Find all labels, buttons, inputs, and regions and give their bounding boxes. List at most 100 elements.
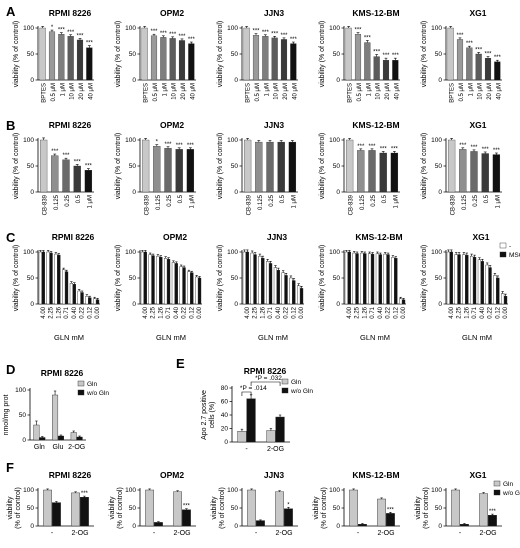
bar	[173, 491, 182, 527]
bar	[280, 39, 288, 81]
bar	[182, 267, 186, 305]
y-tick-label: 50	[129, 163, 137, 170]
bar	[69, 283, 74, 305]
x-tick-label: 0.40	[72, 306, 78, 318]
bar	[481, 153, 489, 193]
bar	[275, 491, 284, 527]
panel-label-b: B	[6, 118, 15, 133]
y-tick-label: 20	[221, 426, 229, 433]
x-tick-label: 0.5 μM	[459, 83, 465, 101]
bar	[292, 280, 296, 305]
chart-title: KMS-12-BM	[352, 120, 399, 130]
x-tick-label: 0.25	[167, 194, 173, 206]
x-tick-label: 0.5 μM	[357, 83, 363, 101]
bar	[73, 165, 81, 193]
significance-mark: ***	[373, 50, 381, 56]
bar	[247, 489, 256, 527]
bar	[394, 258, 398, 305]
chart-title: KMS-12-BM	[352, 8, 399, 18]
x-tick-label: -	[51, 530, 54, 537]
bar	[382, 60, 390, 81]
y-tick-label: 50	[333, 163, 341, 170]
y-tick-label: 0	[132, 189, 136, 196]
bar	[493, 275, 497, 305]
bar	[150, 35, 158, 81]
p-value-annotation: *P = .032	[255, 375, 282, 382]
y-tick-label: 50	[129, 275, 137, 282]
y-tick-label: 100	[227, 249, 238, 256]
bar	[145, 489, 154, 527]
bar	[39, 139, 48, 193]
x-axis-label: GLN mM	[462, 333, 492, 342]
bar	[472, 257, 477, 305]
y-tick-label: 0	[224, 439, 228, 446]
x-tick-label: 0.71	[268, 306, 274, 318]
y-tick-label: 50	[435, 275, 443, 282]
bar	[243, 139, 252, 193]
x-tick-label: 2.25	[355, 306, 361, 318]
bar	[38, 251, 43, 305]
x-axis-label: GLN mM	[156, 333, 186, 342]
y-tick-label: 100	[329, 137, 340, 144]
chart-title: JJN3	[264, 120, 285, 130]
y-tick-label: 100	[15, 387, 26, 394]
significance-mark: ***	[489, 509, 497, 515]
y-tick-label: 0	[22, 437, 26, 444]
y-tick-label: 100	[431, 137, 442, 144]
bar	[290, 43, 297, 81]
x-tick-label: 0.40	[378, 306, 384, 318]
y-axis-label: (% of control)	[117, 487, 124, 529]
x-tick-label: 10 μM	[274, 83, 280, 100]
y-tick-label: 0	[30, 301, 34, 308]
bar	[349, 489, 358, 527]
x-tick-label: 10 μM	[70, 83, 76, 100]
y-axis-label: viability (% of control)	[217, 133, 224, 200]
chart-title: RPMI 8226	[49, 470, 92, 480]
bar	[141, 27, 148, 81]
bar	[271, 37, 278, 81]
bar	[377, 498, 386, 527]
y-axis-label: (% of control)	[423, 487, 430, 529]
x-tick-label: 2-OG	[173, 530, 190, 537]
x-tick-label: 0.71	[64, 306, 70, 318]
legend-label: w/o Gln	[290, 388, 313, 395]
bar	[39, 27, 46, 81]
legend-label: Gln	[87, 381, 98, 388]
bar	[485, 264, 489, 305]
panel-label-c: C	[6, 230, 16, 245]
y-axis-label: nmol/mg prot	[3, 395, 10, 436]
chart-title: RPMI 8226	[49, 8, 92, 18]
bar	[379, 152, 387, 193]
x-tick-label: 0.12	[393, 306, 399, 318]
chart-title: OPM2	[160, 470, 184, 480]
legend-label: MSO	[509, 252, 520, 259]
bar	[470, 151, 478, 193]
y-tick-label: 50	[19, 412, 27, 419]
x-tick-label: 0.40	[276, 306, 282, 318]
y-axis-label: viability (% of control)	[115, 133, 122, 200]
x-tick-label: 4.00	[347, 306, 353, 318]
legend-label: w/o Gln	[86, 390, 109, 397]
y-tick-label: 50	[333, 275, 341, 282]
y-tick-label: 50	[435, 51, 443, 58]
y-tick-label: 0	[30, 523, 34, 530]
significance-mark: ***	[187, 143, 195, 149]
y-tick-label: 0	[234, 301, 238, 308]
bar	[375, 253, 380, 305]
panel-label-d: D	[6, 362, 15, 377]
y-tick-label: 100	[227, 25, 238, 32]
x-tick-label: 0.71	[166, 306, 172, 318]
y-tick-label: 50	[333, 505, 341, 512]
x-tick-label: 0.25	[371, 194, 377, 206]
y-tick-label: 100	[329, 487, 340, 494]
significance-bracket	[250, 381, 281, 386]
bar	[160, 37, 167, 81]
legend-swatch	[77, 380, 85, 387]
x-tick-label: 0.25	[269, 194, 275, 206]
bar	[470, 255, 474, 305]
legend-label: Gln	[291, 379, 302, 386]
significance-mark: ***	[169, 32, 177, 38]
